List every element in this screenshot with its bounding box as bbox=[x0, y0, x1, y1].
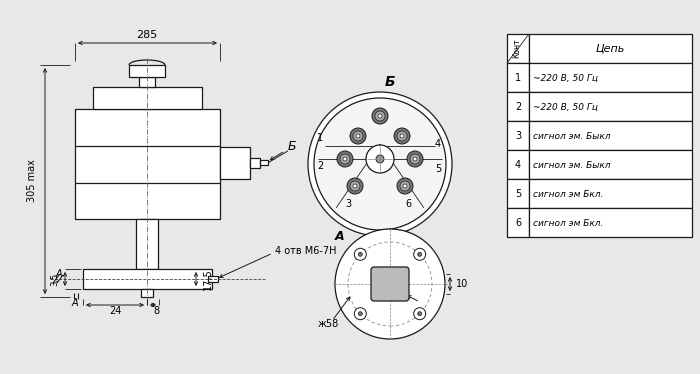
Text: 3: 3 bbox=[515, 131, 521, 141]
Bar bbox=[83, 269, 212, 289]
Text: ~220 В, 50 Гц: ~220 В, 50 Гц bbox=[533, 74, 598, 83]
Text: 1: 1 bbox=[515, 73, 521, 83]
Circle shape bbox=[350, 181, 360, 191]
Bar bbox=[129, 65, 165, 77]
Circle shape bbox=[375, 111, 385, 121]
Circle shape bbox=[308, 92, 452, 236]
Circle shape bbox=[400, 134, 404, 138]
Circle shape bbox=[358, 312, 363, 316]
Circle shape bbox=[400, 181, 410, 191]
Text: 6: 6 bbox=[515, 218, 521, 228]
Text: сигнол эм. Быкл: сигнол эм. Быкл bbox=[533, 132, 610, 141]
Bar bbox=[529, 150, 692, 179]
Bar bbox=[529, 63, 692, 92]
Circle shape bbox=[353, 184, 357, 188]
Circle shape bbox=[343, 157, 347, 161]
Text: ж58: ж58 bbox=[317, 319, 339, 329]
Bar bbox=[250, 158, 260, 168]
Bar bbox=[507, 208, 529, 237]
Text: 3,5: 3,5 bbox=[50, 272, 60, 286]
Circle shape bbox=[337, 151, 353, 167]
Bar bbox=[208, 276, 218, 282]
Text: ~220 В, 50 Гц: ~220 В, 50 Гц bbox=[533, 102, 598, 111]
Circle shape bbox=[418, 252, 421, 256]
Text: Цепь: Цепь bbox=[596, 43, 624, 53]
Text: 2: 2 bbox=[515, 102, 521, 112]
Bar bbox=[507, 63, 529, 92]
Text: 4: 4 bbox=[435, 139, 441, 149]
Text: 5: 5 bbox=[435, 164, 441, 174]
Circle shape bbox=[354, 248, 366, 260]
Text: Конт: Конт bbox=[512, 38, 522, 58]
Circle shape bbox=[413, 157, 417, 161]
Bar bbox=[529, 179, 692, 208]
Circle shape bbox=[358, 252, 363, 256]
Circle shape bbox=[340, 154, 350, 164]
Bar bbox=[529, 92, 692, 121]
Circle shape bbox=[410, 154, 420, 164]
Text: 4 отв М6-7Н: 4 отв М6-7Н bbox=[275, 246, 337, 256]
Circle shape bbox=[407, 151, 423, 167]
Circle shape bbox=[414, 248, 426, 260]
Text: A: A bbox=[71, 298, 78, 308]
Bar bbox=[529, 121, 692, 150]
Bar bbox=[529, 208, 692, 237]
Circle shape bbox=[347, 178, 363, 194]
Bar bbox=[507, 150, 529, 179]
Text: сигнол эм Бкл.: сигнол эм Бкл. bbox=[533, 218, 603, 227]
Bar bbox=[507, 92, 529, 121]
Circle shape bbox=[394, 128, 410, 144]
Text: 3: 3 bbox=[345, 199, 351, 209]
Bar bbox=[507, 179, 529, 208]
Bar bbox=[507, 121, 529, 150]
Text: 24: 24 bbox=[108, 306, 121, 316]
Circle shape bbox=[372, 108, 388, 124]
Text: A: A bbox=[56, 269, 62, 279]
Circle shape bbox=[366, 145, 394, 173]
Bar bbox=[220, 147, 250, 179]
Circle shape bbox=[354, 308, 366, 320]
Circle shape bbox=[376, 155, 384, 163]
Text: сигнол эм Бкл.: сигнол эм Бкл. bbox=[533, 190, 603, 199]
Circle shape bbox=[314, 98, 446, 230]
Text: 17,5: 17,5 bbox=[203, 268, 213, 290]
Text: 1: 1 bbox=[317, 133, 323, 143]
Text: 10: 10 bbox=[456, 279, 468, 289]
Text: А: А bbox=[335, 230, 345, 242]
Text: 6: 6 bbox=[405, 199, 411, 209]
Bar bbox=[93, 87, 202, 109]
Text: сигнол эм. Быкл: сигнол эм. Быкл bbox=[533, 160, 610, 169]
Text: 5: 5 bbox=[515, 189, 521, 199]
Bar bbox=[507, 34, 529, 63]
Bar bbox=[136, 219, 158, 269]
Text: Б: Б bbox=[288, 140, 296, 153]
Circle shape bbox=[335, 229, 445, 339]
Bar bbox=[529, 34, 692, 63]
Circle shape bbox=[403, 184, 407, 188]
Bar bbox=[260, 160, 268, 165]
Circle shape bbox=[418, 312, 421, 316]
Circle shape bbox=[414, 308, 426, 320]
Bar bbox=[75, 109, 220, 219]
Bar bbox=[141, 289, 153, 297]
Circle shape bbox=[378, 114, 382, 118]
Circle shape bbox=[356, 134, 360, 138]
Circle shape bbox=[350, 128, 366, 144]
Text: 8: 8 bbox=[153, 306, 159, 316]
Text: 305 max: 305 max bbox=[27, 160, 37, 202]
Text: 4: 4 bbox=[515, 160, 521, 170]
Text: Б: Б bbox=[385, 75, 396, 89]
Text: 285: 285 bbox=[136, 30, 158, 40]
Circle shape bbox=[397, 178, 413, 194]
Circle shape bbox=[353, 131, 363, 141]
Text: 2: 2 bbox=[317, 161, 323, 171]
Bar bbox=[139, 77, 155, 87]
Circle shape bbox=[397, 131, 407, 141]
FancyBboxPatch shape bbox=[371, 267, 409, 301]
